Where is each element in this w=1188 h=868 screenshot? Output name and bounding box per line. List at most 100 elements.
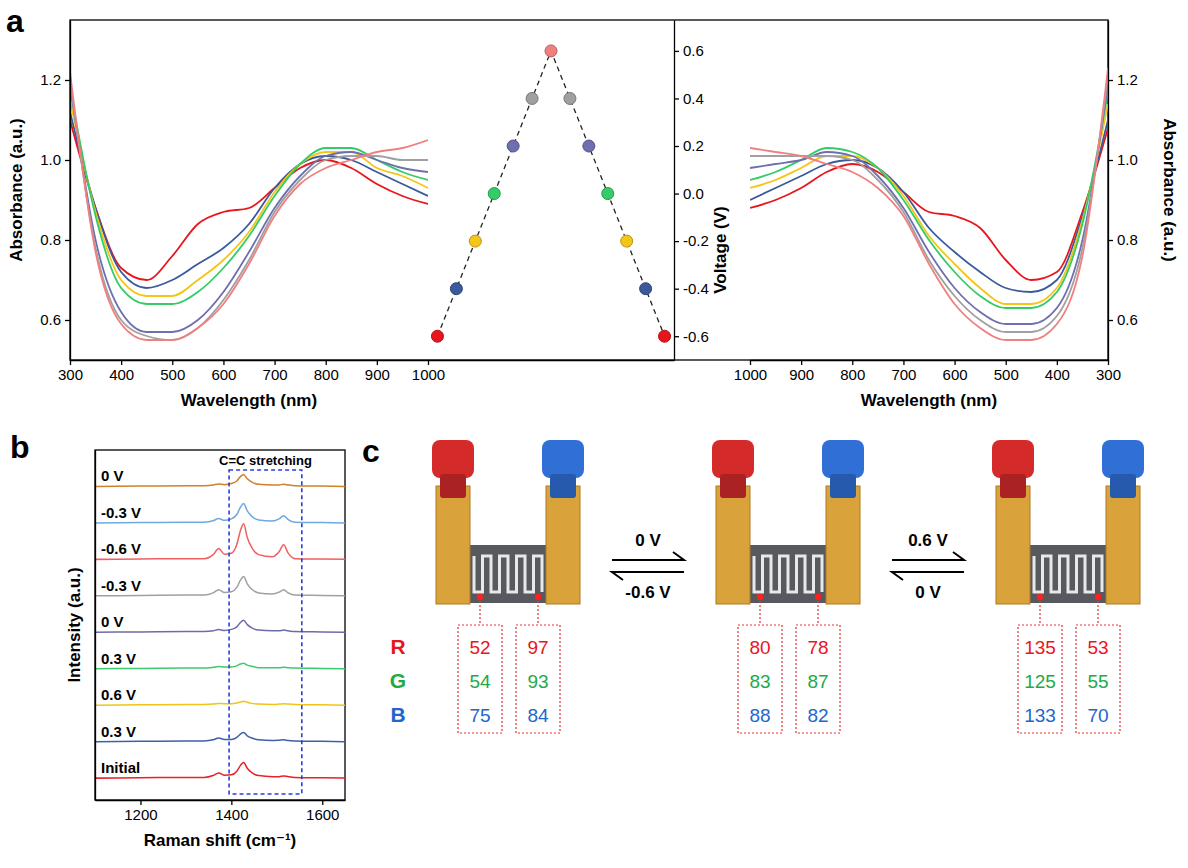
device: 525475979384 [432, 440, 584, 733]
series-line [750, 104, 1108, 304]
panel-c: RGB5254759793848083887887821351251335355… [390, 440, 1144, 733]
arrow-label: -0.6 V [625, 583, 671, 602]
plot-frame [95, 450, 345, 800]
device: 808388788782 [712, 440, 864, 733]
tick-label: 500 [994, 366, 1019, 383]
leader-line [537, 601, 538, 625]
panel-label: b [10, 429, 30, 465]
sample-point [757, 594, 763, 600]
axis-line [674, 21, 675, 361]
tick-label: 0.6 [1117, 311, 1138, 328]
tick-mark [903, 360, 904, 365]
electrode-pattern [1034, 556, 1102, 592]
rgb-value: 52 [469, 637, 490, 658]
y-axis-title: Voltage (V) [711, 206, 730, 294]
tape [996, 486, 1030, 604]
tick-mark [1108, 360, 1109, 365]
y-axis-title: Absorbance (a.u.) [1160, 118, 1179, 262]
series-line [70, 100, 428, 296]
channel-label: B [390, 703, 405, 726]
voltage-sequence: 0.6 0.4 0.2 0.0 -0.2 -0.4 -0.6 Voltage (V) [429, 21, 731, 361]
series-label: 0.3 V [101, 723, 136, 740]
rgb-value: 88 [749, 705, 770, 726]
tick: 0.8 [1108, 231, 1138, 248]
marker [621, 235, 633, 247]
tick-mark [65, 320, 70, 321]
y-axis-title: Absorbance (a.u.) [7, 118, 26, 262]
tick: 400 [1045, 360, 1070, 383]
panel-label: c [362, 433, 380, 469]
tick: 900 [365, 360, 390, 383]
tick: 1.2 [1108, 71, 1138, 88]
rgb-value: 53 [1087, 637, 1108, 658]
series-line [95, 620, 345, 632]
rgb-value: 83 [749, 671, 770, 692]
absorbance-right: 10009008007006005004003000.60.81.01.2Wav… [734, 21, 1179, 411]
rgb-value: 87 [807, 671, 828, 692]
tick: -0.4 [674, 280, 709, 297]
tick: 800 [314, 360, 339, 383]
tick-label: 0.6 [683, 42, 704, 59]
series-line [750, 84, 1108, 324]
tick: 700 [263, 360, 288, 383]
tick-mark [322, 800, 323, 805]
marker [526, 92, 538, 104]
tick-label: 600 [943, 366, 968, 383]
tape [546, 486, 580, 604]
tick: 0.0 [674, 185, 704, 202]
tick-mark [801, 360, 802, 365]
x-axis [429, 360, 675, 361]
tick-mark [65, 80, 70, 81]
tick-mark [674, 241, 679, 242]
x-axis-title: Wavelength (nm) [181, 391, 317, 410]
tick-mark [223, 360, 224, 365]
tick-label: -0.6 [683, 328, 709, 345]
tick: -0.6 [674, 328, 709, 345]
tick: 0.2 [674, 137, 704, 154]
series-line [70, 84, 428, 332]
clip-jaw [830, 474, 856, 498]
tick-mark [1108, 160, 1113, 161]
figure: 30040050060070080090010000.60.81.01.2Wav… [0, 0, 1188, 868]
value-box [738, 625, 782, 733]
arrow-label: 0 V [635, 531, 661, 550]
marker [431, 330, 443, 342]
clip-body [992, 440, 1034, 478]
tape [826, 486, 860, 604]
tick-mark [674, 98, 679, 99]
device: 135125133535570 [992, 440, 1144, 733]
leader-line [479, 601, 480, 625]
clip-jaw [550, 474, 576, 498]
leader-line [1097, 601, 1098, 625]
clip-jaw [440, 474, 466, 498]
tick: -0.2 [674, 232, 709, 249]
tick-mark [674, 336, 679, 337]
rgb-value: 133 [1024, 705, 1056, 726]
clip-body [712, 440, 754, 478]
channel-label: G [390, 669, 406, 692]
tick-label: 400 [1045, 366, 1070, 383]
clip-body [1102, 440, 1144, 478]
arrow-reverse [892, 572, 964, 580]
value-box [1076, 625, 1120, 733]
tick-label: 1000 [734, 366, 767, 383]
arrow-forward [612, 552, 684, 560]
transition: 0 V -0.6 V [612, 531, 684, 602]
clip-body [542, 440, 584, 478]
series-line [750, 128, 1108, 280]
leader-line [759, 601, 760, 625]
marker [469, 235, 481, 247]
tick: 1.0 [40, 151, 70, 168]
tick: 700 [891, 360, 916, 383]
rgb-value: 97 [527, 637, 548, 658]
tick-label: 0.8 [1117, 231, 1138, 248]
tick: 0.4 [674, 90, 704, 107]
tick-mark [121, 360, 122, 365]
tick: 0.8 [40, 231, 70, 248]
axis-line [1108, 21, 1109, 361]
arrow-label: 0 V [915, 583, 941, 602]
series-line [70, 120, 428, 280]
tick-mark [674, 193, 679, 194]
tick-mark [954, 360, 955, 365]
tick-label: 900 [789, 366, 814, 383]
